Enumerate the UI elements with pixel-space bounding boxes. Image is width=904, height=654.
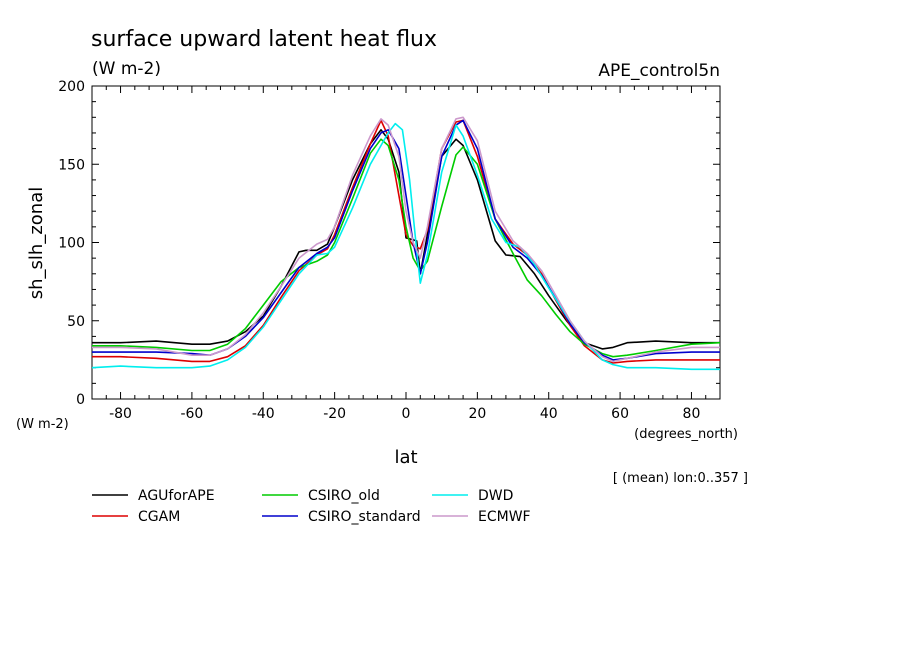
x-axis-units: (degrees_north) bbox=[634, 427, 738, 442]
legend: AGUforAPE CGAM CSIRO_old CSIRO_standard DWD E… bbox=[92, 488, 531, 525]
plot-frame bbox=[91, 85, 721, 400]
legend-label: DWD bbox=[478, 488, 513, 504]
series-line-csiro-old bbox=[92, 138, 721, 358]
legend-label: CGAM bbox=[138, 509, 180, 525]
y-tick-label: 200 bbox=[58, 79, 85, 95]
chart-title: surface upward latent heat flux bbox=[91, 27, 437, 52]
legend-label: CSIRO_old bbox=[308, 488, 380, 504]
y-tick-label: 0 bbox=[76, 392, 85, 408]
x-tick-label: 40 bbox=[540, 406, 558, 422]
legend-label: AGUforAPE bbox=[138, 488, 215, 504]
footnote: [ (mean) lon:0..357 ] bbox=[613, 471, 748, 486]
chart-units-label: (W m-2) bbox=[92, 59, 161, 79]
y-tick-label: 50 bbox=[67, 314, 85, 330]
x-tick-labels: -80 -60 -40 -20 0 20 40 60 80 bbox=[109, 406, 700, 422]
series-lines bbox=[91, 116, 721, 371]
x-tick-label: -60 bbox=[180, 406, 203, 422]
y-tick-label: 100 bbox=[58, 236, 85, 252]
x-tick-label: -40 bbox=[252, 406, 275, 422]
legend-label: CSIRO_standard bbox=[308, 509, 421, 525]
y-tick-labels: 0 50 100 150 200 bbox=[58, 79, 85, 408]
axis-ticks bbox=[91, 85, 721, 400]
x-tick-label: -80 bbox=[109, 406, 132, 422]
x-tick-label: -20 bbox=[323, 406, 346, 422]
x-tick-label: 80 bbox=[683, 406, 701, 422]
x-tick-label: 60 bbox=[611, 406, 629, 422]
series-line-aguforape bbox=[92, 129, 720, 350]
y-axis-units: (W m-2) bbox=[16, 417, 69, 432]
x-axis-label: lat bbox=[394, 447, 417, 468]
series-line-ecmwf bbox=[92, 116, 720, 363]
x-tick-label: 0 bbox=[402, 406, 411, 422]
run-label: APE_control5n bbox=[598, 61, 720, 81]
series-line-dwd bbox=[91, 122, 720, 371]
y-axis-label: sh_slh_zonal bbox=[26, 187, 47, 299]
legend-label: ECMWF bbox=[478, 509, 531, 525]
x-tick-label: 20 bbox=[468, 406, 486, 422]
y-tick-label: 150 bbox=[58, 157, 85, 173]
